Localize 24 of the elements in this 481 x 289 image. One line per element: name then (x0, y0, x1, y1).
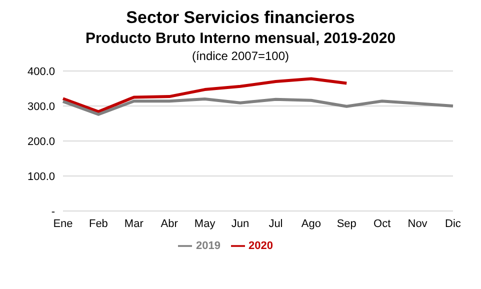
line-series (62, 77, 348, 114)
x-tick-label: Ene (53, 218, 73, 230)
x-tick-label: Jun (231, 218, 250, 230)
y-tick-label: - (51, 206, 56, 218)
y-tick-label: 100.0 (27, 170, 55, 183)
x-tick-label: May (194, 218, 216, 230)
chart-subtitle: Producto Bruto Interno mensual, 2019-2020 (84, 30, 397, 47)
x-tick-label: Nov (408, 218, 428, 230)
line-series (62, 98, 454, 116)
text: (índice 2007=100) (190, 49, 290, 63)
legend-label: 2020 (248, 240, 273, 252)
legend-label: 2019 (196, 240, 220, 252)
y-tick-label: 300.0 (27, 100, 55, 113)
x-tick-label: Jul (268, 218, 283, 230)
x-tick-label: Oct (374, 218, 391, 230)
y-tick-label: 200.0 (27, 136, 55, 148)
x-tick-label: Abr (160, 218, 178, 230)
x-tick-label: Mar (124, 218, 144, 230)
x-tick-label: Dic (445, 218, 462, 230)
y-tick-label: 400.0 (27, 66, 55, 78)
x-tick-label: Sep (336, 218, 356, 230)
chart-title: Sector Servicios financieros (125, 8, 356, 28)
x-tick-label: Ago (301, 218, 321, 230)
x-tick-label: Feb (88, 218, 108, 230)
